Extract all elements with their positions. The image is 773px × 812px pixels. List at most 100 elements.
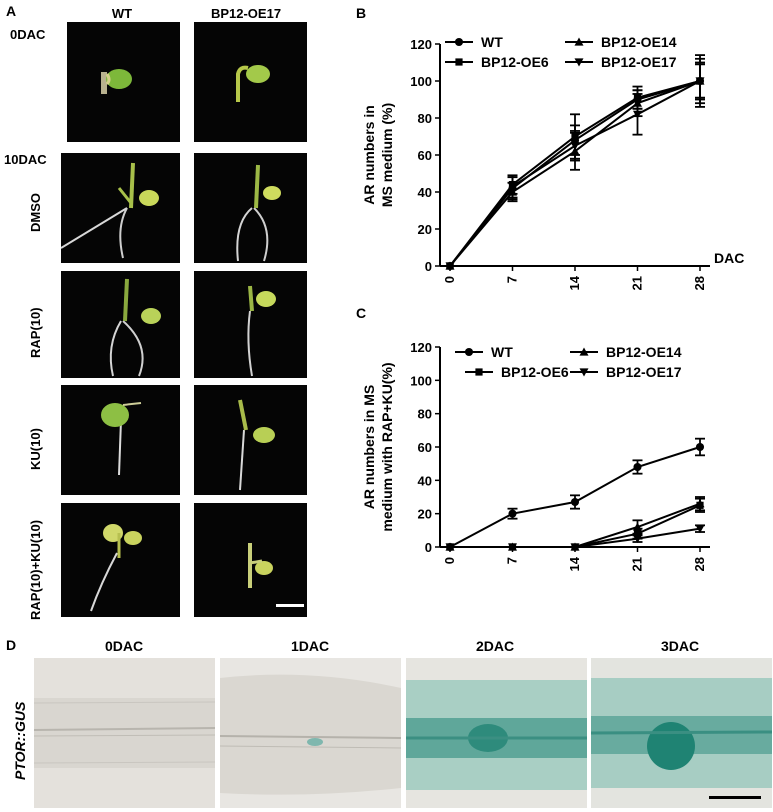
scale-bar <box>276 604 304 607</box>
panel-b-letter: B <box>356 5 367 21</box>
label-0dac: 0DAC <box>10 27 46 42</box>
legend-label: BP12-OE14 <box>601 34 677 50</box>
panel-a-letter: A <box>6 3 17 19</box>
x-axis-label: DAC <box>714 250 744 266</box>
micro-header-2dac: 2DAC <box>475 638 515 654</box>
column-header-bp12-oe17: BP12-OE17 <box>210 6 282 21</box>
photo-wt-0dac <box>67 22 180 142</box>
series-line <box>449 80 701 267</box>
micro-header-3dac: 3DAC <box>660 638 700 654</box>
legend-marker <box>574 37 584 46</box>
photo-oe17-rap-ku <box>194 503 307 617</box>
legend-label: BP12-OE14 <box>606 344 682 360</box>
x-tick-label: 14 <box>567 275 582 290</box>
data-point <box>570 497 580 507</box>
data-point <box>633 110 642 119</box>
micro-2dac <box>406 658 587 808</box>
x-tick-label: 7 <box>505 276 520 283</box>
data-point <box>695 525 705 534</box>
y-tick-label: 80 <box>418 111 432 126</box>
y-tick-label: 80 <box>418 407 432 422</box>
x-tick-label: 0 <box>442 557 457 564</box>
data-point <box>570 142 580 151</box>
legend-label: BP12-OE6 <box>501 364 569 380</box>
legend-label: WT <box>491 344 513 360</box>
legend-marker <box>574 58 584 67</box>
y-tick-label: 0 <box>425 259 432 274</box>
svg-text:MS medium (%): MS medium (%) <box>379 103 395 207</box>
y-tick-label: 60 <box>418 148 432 163</box>
data-point <box>445 262 455 271</box>
svg-text:AR numbers in MS: AR numbers in MS <box>361 385 377 509</box>
data-point <box>508 543 517 552</box>
data-point <box>508 182 517 191</box>
y-tick-label: 20 <box>418 507 432 522</box>
photo-oe17-0dac <box>194 22 307 142</box>
legend-marker <box>579 368 589 377</box>
y-tick-label: 60 <box>418 440 432 455</box>
row-label-rap-ku: RAP(10)+KU(10) <box>28 519 43 620</box>
x-tick-label: 14 <box>567 556 582 571</box>
y-tick-label: 20 <box>418 222 432 237</box>
y-tick-label: 100 <box>410 373 432 388</box>
x-tick-label: 28 <box>692 276 707 290</box>
series-line <box>449 80 701 267</box>
panel-c-letter: C <box>356 305 367 321</box>
series-line <box>450 502 701 548</box>
photo-wt-rap <box>61 271 180 378</box>
photo-wt-dmso <box>61 153 180 263</box>
series-line <box>449 80 701 267</box>
data-point <box>633 535 642 544</box>
series-line <box>449 80 701 267</box>
legend-label: BP12-OE17 <box>601 54 677 70</box>
reporter-label: PTOR::GUS <box>12 701 28 780</box>
photo-oe17-rap <box>194 271 307 378</box>
data-point <box>633 522 642 531</box>
y-axis-label: AR numbers in MS medium with RAP+KU(%) <box>361 362 395 531</box>
micro-0dac <box>34 658 215 808</box>
y-tick-label: 120 <box>410 340 432 355</box>
micro-header-0dac: 0DAC <box>104 638 144 654</box>
x-tick-label: 0 <box>442 276 457 283</box>
photo-oe17-ku <box>194 385 307 495</box>
legend-marker <box>455 58 463 66</box>
y-tick-label: 0 <box>425 540 432 555</box>
svg-text:AR numbers in: AR numbers in <box>361 105 377 205</box>
legend-marker <box>475 368 483 376</box>
micro-scale-bar <box>709 796 761 799</box>
x-tick-label: 21 <box>630 276 645 290</box>
y-axis-label: AR numbers in MS medium (%) <box>361 103 395 207</box>
chart-c: 0 20 40 60 80 100 120 0 7 14 21 28 AR numbers in MS m… <box>361 340 710 571</box>
micro-1dac <box>220 658 401 808</box>
x-tick-label: 28 <box>692 557 707 571</box>
row-label-ku: KU(10) <box>28 428 43 470</box>
photo-wt-rap-ku <box>61 503 180 617</box>
panel-d-letter: D <box>6 637 17 653</box>
data-point <box>695 77 705 86</box>
chart-b: 0 20 40 60 80 100 120 0 7 14 21 28 DAC AR numbers in M… <box>361 34 744 290</box>
legend-marker <box>454 37 464 47</box>
data-point <box>570 543 580 552</box>
column-header-wt: WT <box>111 6 133 21</box>
photo-wt-ku <box>61 385 180 495</box>
data-point <box>695 499 705 508</box>
data-point <box>633 462 642 472</box>
data-point <box>695 442 705 452</box>
legend-marker <box>579 347 589 356</box>
micro-3dac <box>591 658 772 808</box>
legend-label: WT <box>481 34 503 50</box>
label-10dac: 10DAC <box>4 152 47 167</box>
micro-header-1dac: 1DAC <box>290 638 330 654</box>
legend-marker <box>464 347 474 357</box>
y-tick-label: 40 <box>418 185 432 200</box>
data-point <box>508 509 517 518</box>
x-tick-label: 7 <box>505 557 520 564</box>
x-tick-label: 21 <box>630 557 645 571</box>
row-label-rap: RAP(10) <box>28 307 43 358</box>
photo-oe17-dmso <box>194 153 307 263</box>
svg-text:medium with RAP+KU(%): medium with RAP+KU(%) <box>379 362 395 531</box>
y-tick-label: 120 <box>410 37 432 52</box>
row-label-dmso: DMSO <box>28 193 43 232</box>
y-tick-label: 40 <box>418 473 432 488</box>
legend-label: BP12-OE17 <box>606 364 682 380</box>
